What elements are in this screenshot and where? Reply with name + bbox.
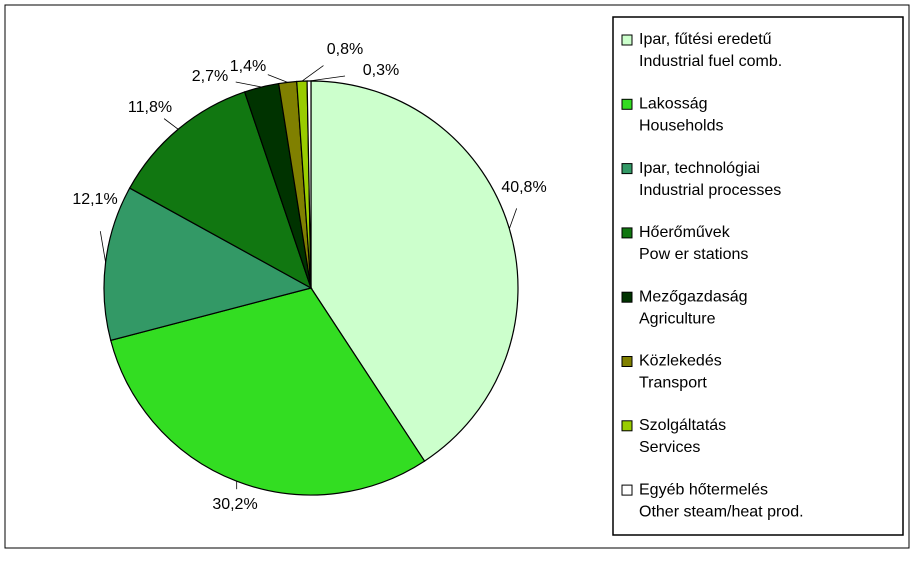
leader-line — [301, 65, 324, 82]
legend-swatch — [621, 163, 633, 175]
data-label: 12,1% — [72, 191, 117, 208]
legend-swatch — [621, 98, 633, 110]
data-label: 0,8% — [327, 41, 363, 58]
data-label: 40,8% — [501, 179, 546, 196]
legend-swatch — [621, 420, 633, 432]
data-label: 0,3% — [363, 62, 399, 79]
leader-line — [235, 81, 262, 88]
legend-label: Transport — [639, 375, 707, 392]
pie-slice — [128, 91, 313, 290]
data-label: 1,4% — [230, 58, 266, 75]
leader-line — [99, 231, 106, 263]
legend-label: Ipar, fűtési eredetű — [639, 31, 772, 48]
legend-frame — [612, 16, 904, 536]
legend-label: Ipar, technológiai — [639, 160, 760, 177]
leader-line — [308, 75, 346, 82]
legend-swatch — [621, 484, 633, 496]
legend-swatch — [621, 227, 633, 239]
legend-label: Szolgáltatás — [639, 417, 726, 434]
legend-swatch — [621, 34, 633, 46]
legend-label: Lakosság — [639, 96, 708, 113]
leader-line — [163, 118, 179, 130]
data-label: 30,2% — [212, 496, 257, 513]
legend-swatch — [621, 356, 633, 367]
pie-slice — [110, 287, 426, 496]
data-label: 2,7% — [192, 68, 228, 85]
legend-label: Industrial fuel comb. — [639, 53, 782, 70]
legend-label: Services — [639, 439, 700, 456]
leader-line — [267, 74, 288, 83]
legend-label: Hőerőművek — [639, 224, 731, 241]
legend-label: Industrial processes — [639, 182, 781, 199]
legend-swatch — [621, 291, 633, 303]
legend-label: Other steam/heat prod. — [639, 503, 804, 520]
legend-label: Közlekedés — [639, 353, 722, 370]
legend-label: Agriculture — [639, 310, 716, 327]
legend-label: Pow er stations — [639, 246, 748, 263]
leader-line — [508, 208, 518, 229]
legend-label: Mezőgazdaság — [639, 288, 748, 305]
legend-label: Egyéb hőtermelés — [639, 481, 768, 498]
legend-label: Households — [639, 118, 724, 135]
data-label: 11,8% — [128, 99, 172, 116]
